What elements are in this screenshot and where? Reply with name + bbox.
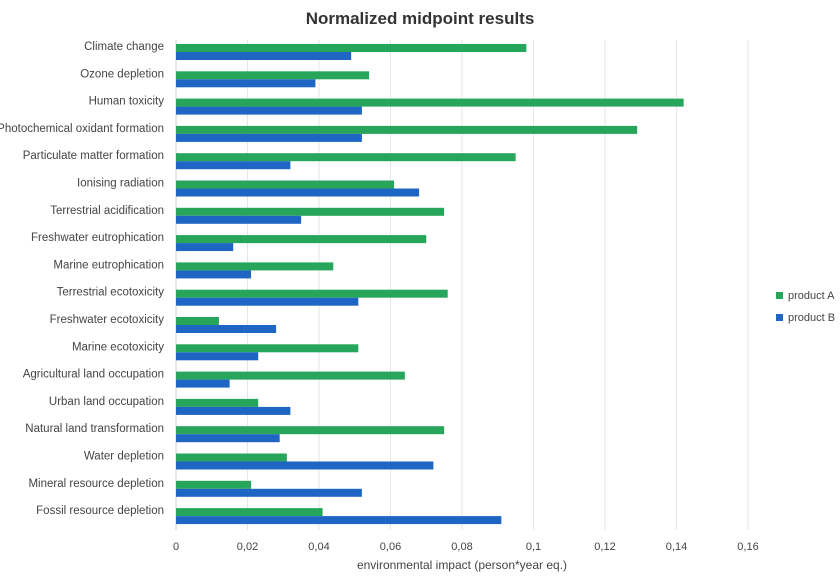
- category-label: Marine ecotoxicity: [72, 341, 164, 353]
- category-label: Agricultural land occupation: [23, 369, 164, 381]
- x-tick-labels: 0 0,02 0,04 0,06 0,08 0,1 0,12 0,14 0,16: [173, 541, 759, 553]
- legend-label: product B: [788, 312, 835, 324]
- bar-product-a: [176, 207, 445, 216]
- bar-product-b: [176, 461, 434, 470]
- gridlines: [175, 40, 749, 530]
- bar-product-a: [176, 426, 445, 435]
- bar-product-b: [176, 488, 362, 497]
- chart-title: Normalized midpoint results: [306, 9, 535, 28]
- bar-product-a: [176, 480, 252, 489]
- bar-product-b: [176, 106, 362, 115]
- bar-product-b: [176, 79, 316, 88]
- x-tick-label: 0: [173, 541, 179, 553]
- bar-product-a: [176, 453, 287, 462]
- bar-product-b: [176, 133, 362, 142]
- bar-product-a: [176, 44, 527, 52]
- bar-product-a: [176, 371, 405, 380]
- category-label: Photochemical oxidant formation: [0, 123, 164, 135]
- bar-product-a: [176, 317, 219, 325]
- category-label: Water depletion: [84, 451, 164, 463]
- category-label: Particulate matter formation: [23, 150, 164, 162]
- x-tick-label: 0,02: [237, 541, 258, 553]
- category-labels: Climate change Ozone depletion Human toxic…: [0, 41, 164, 517]
- x-axis-label: environmental impact (person*year eq.): [357, 558, 567, 572]
- bar-product-a: [176, 180, 395, 189]
- category-label: Fossil resource depletion: [36, 505, 164, 517]
- legend: product A product B: [776, 290, 835, 324]
- bar-product-b: [176, 52, 352, 60]
- bar-product-b: [176, 161, 291, 170]
- bar-product-b: [176, 434, 280, 443]
- bar-product-b: [176, 406, 291, 415]
- bar-product-b: [176, 516, 502, 525]
- bar-product-a: [176, 98, 684, 107]
- bar-product-b: [176, 215, 302, 224]
- category-label: Freshwater eutrophication: [31, 232, 164, 244]
- bar-product-b: [176, 379, 230, 388]
- x-tick-label: 0,06: [380, 541, 401, 553]
- category-label: Human toxicity: [89, 96, 165, 108]
- x-tick-label: 0,08: [451, 541, 472, 553]
- bar-product-a: [176, 344, 359, 353]
- category-label: Terrestrial acidification: [50, 205, 164, 217]
- bar-product-b: [176, 188, 420, 197]
- bars: [176, 44, 684, 525]
- bar-product-b: [176, 352, 259, 361]
- bar-product-a: [176, 508, 323, 517]
- category-label: Terrestrial ecotoxicity: [57, 287, 165, 299]
- category-label: Climate change: [84, 41, 164, 53]
- bar-product-a: [176, 289, 448, 298]
- x-tick-label: 0,14: [666, 541, 687, 553]
- x-tick-label: 0,1: [526, 541, 541, 553]
- bar-product-a: [176, 153, 516, 162]
- category-label: Mineral resource depletion: [28, 478, 164, 490]
- bar-product-b: [176, 243, 234, 252]
- legend-swatch: [776, 292, 783, 299]
- legend-label: product A: [788, 290, 835, 302]
- category-label: Natural land transformation: [25, 423, 164, 435]
- x-tick-label: 0,16: [737, 541, 758, 553]
- bar-product-a: [176, 235, 427, 244]
- bar-product-a: [176, 262, 334, 271]
- x-tick-label: 0,12: [594, 541, 615, 553]
- bar-product-a: [176, 398, 259, 407]
- bar-product-b: [176, 297, 359, 306]
- category-label: Urban land occupation: [49, 396, 164, 408]
- x-tick-label: 0,04: [308, 541, 329, 553]
- category-label: Marine eutrophication: [53, 259, 164, 271]
- category-label: Ionising radiation: [77, 178, 164, 190]
- category-label: Freshwater ecotoxicity: [50, 314, 165, 326]
- category-label: Ozone depletion: [80, 68, 164, 80]
- bar-product-b: [176, 270, 252, 279]
- bar-product-b: [176, 325, 277, 333]
- legend-swatch: [776, 314, 783, 321]
- bar-product-a: [176, 125, 638, 134]
- bar-product-a: [176, 71, 370, 80]
